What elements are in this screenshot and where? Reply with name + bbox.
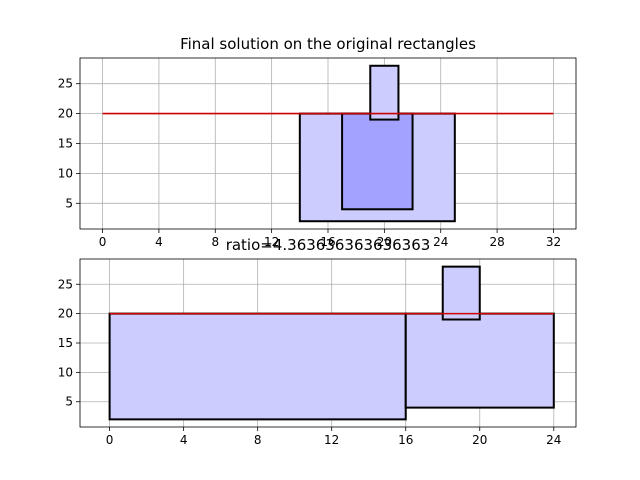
rectangle-2 xyxy=(404,312,555,409)
x-tick-label: 0 xyxy=(106,433,114,447)
x-tick-label: 16 xyxy=(398,433,413,447)
rectangle-2 xyxy=(341,112,414,211)
x-tick-label: 4 xyxy=(180,433,188,447)
x-tick-label: 16 xyxy=(320,235,335,249)
bottom-chart: 0 4 8 12 16 20 24 5 10 15 20 25 ratio=4.363636363636… xyxy=(58,236,577,447)
rectangle-3 xyxy=(441,265,481,321)
rectangle-3 xyxy=(369,64,400,121)
y-tick-label: 15 xyxy=(58,137,73,151)
y-tick-label: 10 xyxy=(58,166,73,180)
x-tick-label: 20 xyxy=(472,433,487,447)
bottom-chart-title: ratio=4.363636363636363 xyxy=(226,236,431,254)
y-tick-label: 20 xyxy=(58,107,73,121)
x-tick-label: 32 xyxy=(546,235,561,249)
x-tick-label: 24 xyxy=(433,235,448,249)
top-chart: 0 4 8 12 16 20 24 28 32 5 10 15 20 25 Final solution o… xyxy=(58,35,577,249)
rectangle-1 xyxy=(108,312,407,421)
x-tick-label: 20 xyxy=(377,235,392,249)
x-tick-label: 24 xyxy=(546,433,561,447)
x-tick-label: 0 xyxy=(99,235,107,249)
y-tick-label: 5 xyxy=(65,196,73,210)
y-tick-label: 15 xyxy=(58,336,73,350)
x-tick-label: 12 xyxy=(264,235,279,249)
y-tick-label: 25 xyxy=(58,77,73,91)
y-tick-label: 5 xyxy=(65,395,73,409)
y-tick-label: 10 xyxy=(58,365,73,379)
y-tick-label: 20 xyxy=(58,307,73,321)
x-tick-label: 4 xyxy=(155,235,163,249)
x-tick-label: 8 xyxy=(211,235,219,249)
x-tick-label: 12 xyxy=(324,433,339,447)
x-tick-label: 28 xyxy=(489,235,504,249)
top-chart-title: Final solution on the original rectangle… xyxy=(180,35,476,53)
x-tick-label: 8 xyxy=(254,433,262,447)
y-tick-label: 25 xyxy=(58,277,73,291)
